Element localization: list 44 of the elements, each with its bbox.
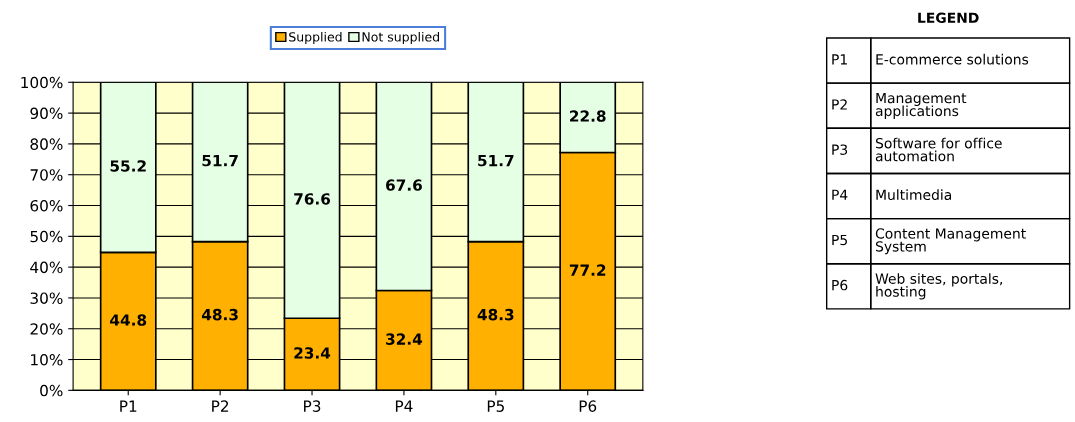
y-tick-label: 30%	[30, 292, 63, 304]
y-tick-label: 20%	[30, 323, 63, 335]
data-label: 51.7	[478, 155, 514, 167]
data-label: 67.6	[386, 179, 422, 191]
text: Software for office automation	[875, 137, 1002, 162]
text: Content Management System	[875, 228, 1026, 255]
x-tick-label: P1	[120, 400, 137, 412]
y-tick-label: 40%	[30, 261, 63, 274]
y-tick-label: 60%	[30, 199, 63, 212]
y-tick-label: 70%	[30, 169, 63, 181]
text: P3	[832, 144, 848, 155]
text: LEGEND	[918, 12, 979, 24]
text: E-commerce solutions	[876, 53, 1029, 65]
y-tick-label: 10%	[31, 354, 63, 366]
x-tick-label: P3	[304, 400, 321, 412]
legend-label: Not supplied	[362, 31, 439, 45]
x-tick-label: P4	[395, 400, 413, 412]
text: P2	[832, 99, 847, 110]
text: P4	[832, 189, 848, 200]
text: Management applications	[875, 92, 967, 119]
text: Multimedia	[876, 189, 951, 201]
text: P1	[832, 54, 847, 65]
y-tick-label: 90%	[30, 107, 63, 120]
data-label: 55.2	[110, 160, 146, 172]
text: P6	[832, 279, 848, 291]
data-label: 48.3	[201, 308, 238, 321]
y-tick-label: 50%	[30, 230, 63, 243]
data-label: 77.2	[569, 264, 606, 276]
data-label: 44.8	[110, 314, 147, 326]
y-tick-label: 0%	[40, 384, 63, 397]
text: P5	[832, 234, 847, 246]
x-tick-label: P6	[579, 400, 597, 412]
text: Web sites, portals, hosting	[875, 273, 1003, 300]
x-tick-label: P5	[487, 400, 504, 412]
data-label: 23.4	[294, 347, 331, 359]
data-label: 22.8	[570, 110, 606, 122]
legend-label: Supplied	[289, 31, 342, 45]
x-tick-label: P2	[212, 400, 229, 412]
data-label: 51.7	[202, 155, 238, 167]
y-tick-label: 100%	[21, 76, 63, 89]
data-label: 48.3	[477, 308, 514, 321]
data-label: 76.6	[294, 193, 331, 205]
data-label: 32.4	[386, 333, 423, 345]
y-tick-label: 80%	[30, 138, 63, 150]
